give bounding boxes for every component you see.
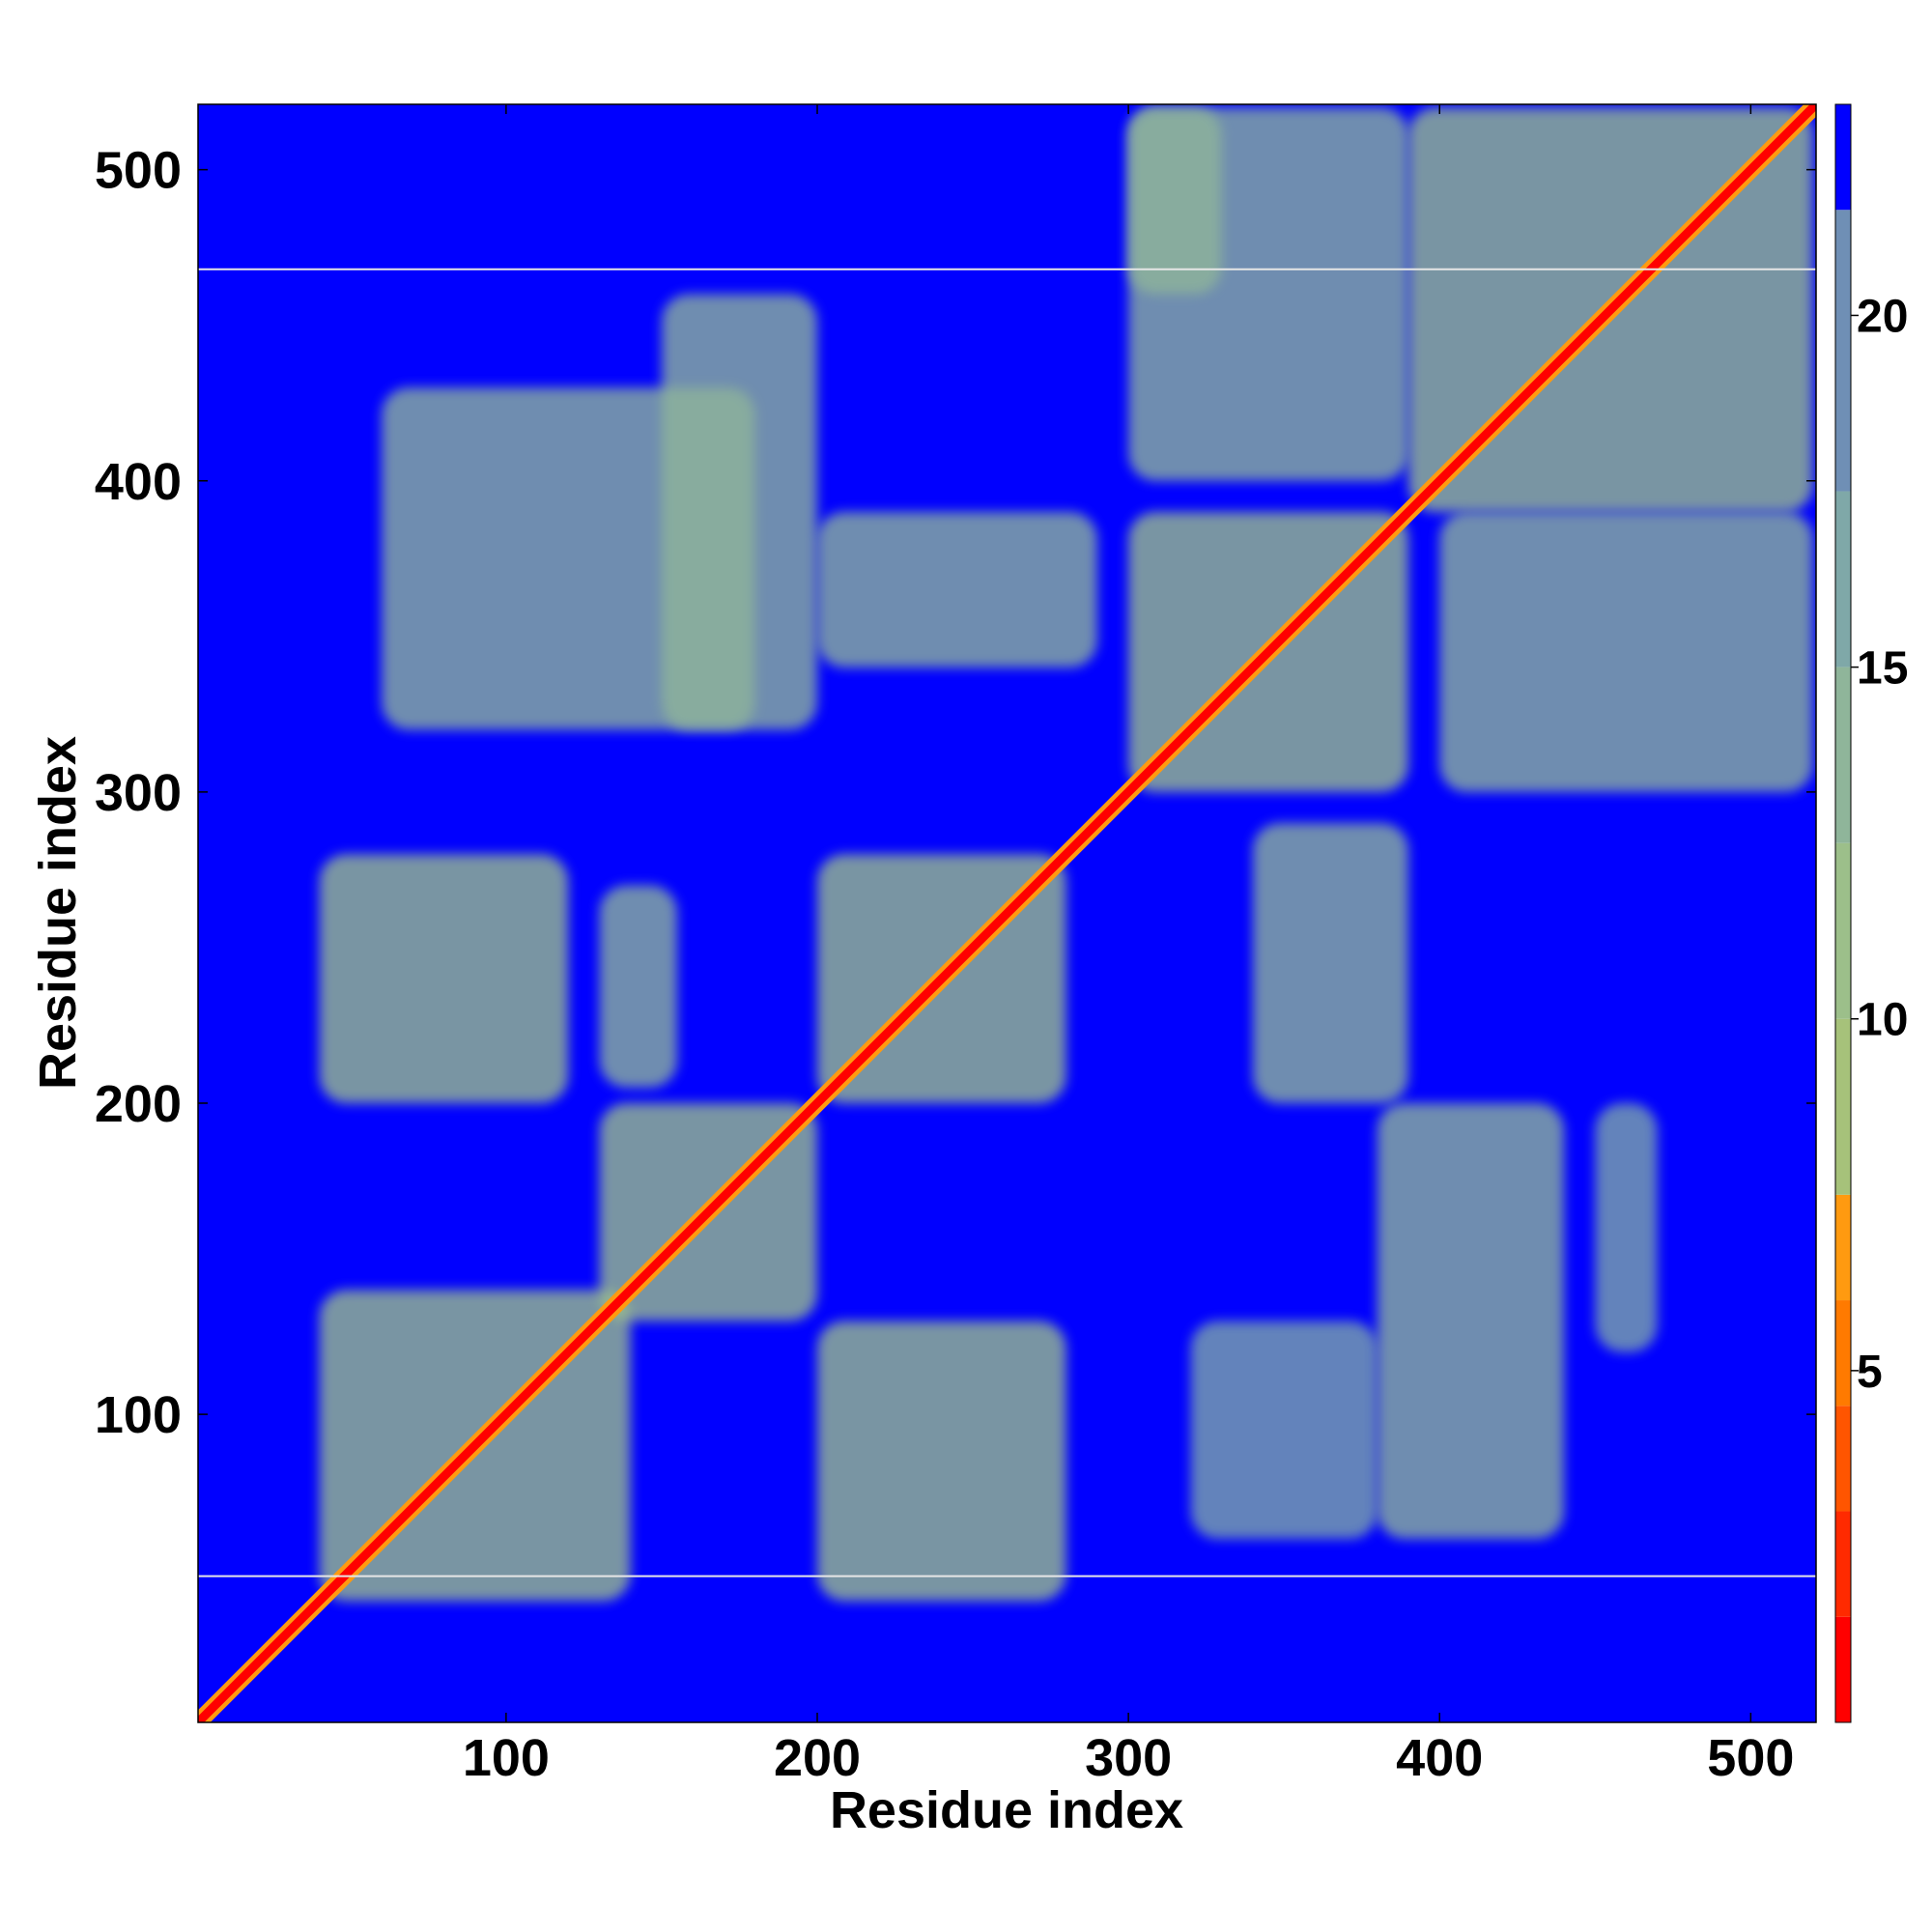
colorbar-band [1835,104,1851,211]
x-tick-label: 400 [1396,1729,1483,1787]
colorbar-band [1835,667,1851,843]
contact-blob-15 [1252,823,1409,1103]
x-axis-title: Residue index [830,1781,1183,1839]
y-axis-title: Residue index [29,736,87,1090]
plot-frame [197,103,1817,1723]
contact-blob-12 [1439,511,1813,792]
diagonal-core [198,104,1816,1722]
x-tick-label: 500 [1707,1729,1794,1787]
colorbar-tick-label: 5 [1857,1347,1883,1398]
x-tick-label: 300 [1085,1729,1172,1787]
plot-area [197,103,1817,1723]
colorbar-tick-label: 15 [1857,643,1908,695]
x-tick-label: 100 [463,1729,550,1787]
colorbar-band [1835,1300,1851,1406]
contact-blob-10 [817,511,1097,668]
y-tick-label: 300 [95,764,182,822]
colorbar-tick-label: 10 [1857,995,1908,1046]
colorbar-band [1835,1511,1851,1617]
colorbar-band [1835,1616,1851,1722]
contact-blob-17 [1128,107,1222,295]
colorbar-band [1835,1018,1851,1195]
colorbar: 5 10 15 20 [1834,103,1908,1723]
y-tick-label: 400 [95,453,182,511]
y-tick-label: 100 [95,1386,182,1444]
contact-blobs [319,107,1813,1602]
colorbar-ticks: 5 10 15 20 [1851,291,1908,1398]
colorbar-band [1835,1194,1851,1301]
x-tick-label: 200 [774,1729,861,1787]
x-axis-ticks: 100 200 300 400 500 [463,104,1794,1787]
contact-blob-9 [661,294,818,730]
contact-blob-6 [599,885,678,1088]
contact-blob-7 [817,1321,1066,1602]
diagonal-band [198,104,1816,1722]
colorbar-band [1835,842,1851,1019]
colorbar-bands [1834,103,1852,1723]
contact-blob-5 [319,854,569,1103]
contact-blob-13 [1190,1321,1378,1539]
y-tick-label: 200 [95,1075,182,1133]
contact-blob-14 [1377,1102,1565,1539]
colorbar-band [1835,491,1851,668]
colorbar-band [1835,1406,1851,1512]
contact-blob-16 [1595,1102,1658,1352]
colorbar-frame [1834,103,1852,1723]
colorbar-tick-label: 20 [1857,291,1908,342]
colorbar-band [1835,210,1851,492]
y-tick-label: 500 [95,142,182,200]
y-axis-ticks: 100 200 300 400 500 [95,142,1816,1444]
horizontal-gap-lines [198,268,1816,1577]
